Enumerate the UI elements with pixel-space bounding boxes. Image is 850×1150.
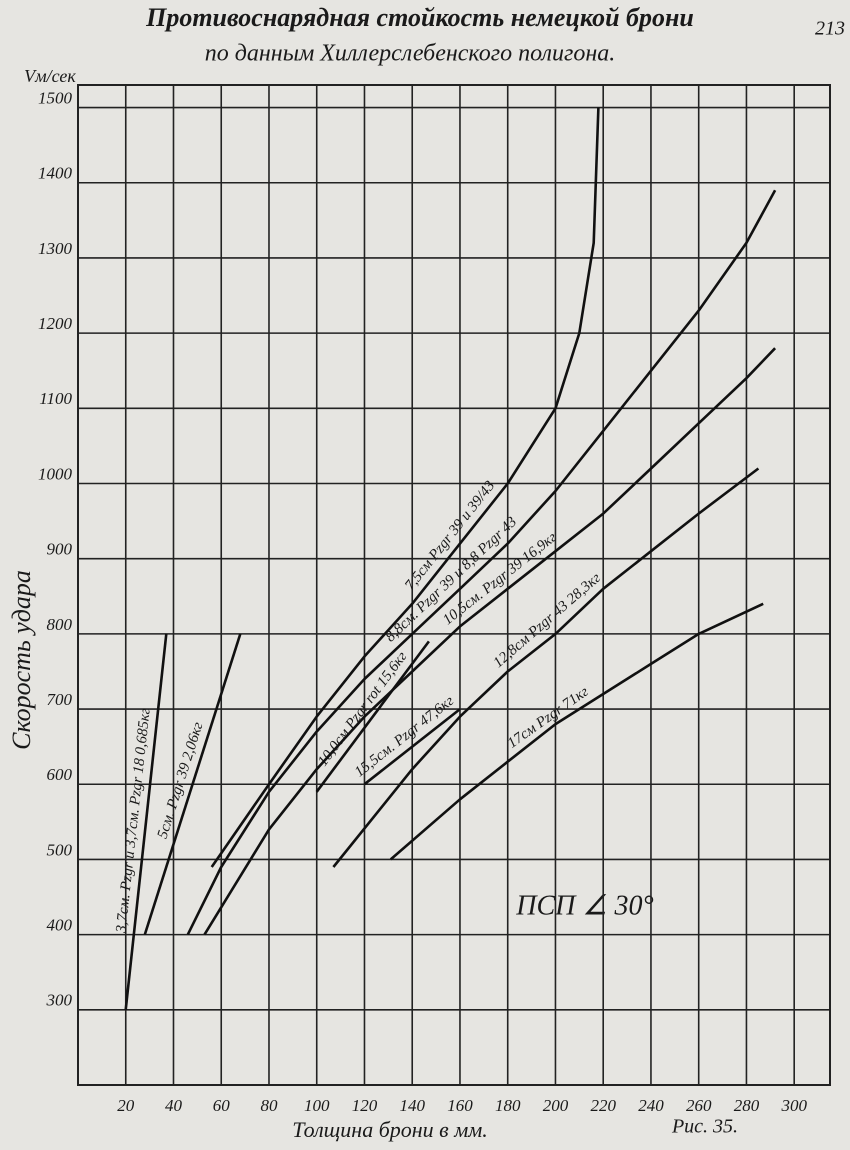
y-tick-label: 1400 (38, 164, 73, 183)
x-tick-label: 240 (638, 1096, 664, 1115)
x-tick-label: 100 (304, 1096, 330, 1115)
x-tick-label: 220 (590, 1096, 616, 1115)
y-tick-label: 800 (47, 615, 73, 634)
x-tick-label: 80 (260, 1096, 278, 1115)
series-line (315, 640, 430, 793)
page-number: 213 (815, 18, 845, 40)
figure-label: Рис. 35. (671, 1116, 738, 1138)
y-tick-label: 600 (47, 765, 73, 784)
series-label: 17см Pzgr 71кг (505, 684, 592, 752)
y-tick-label: 1000 (38, 464, 73, 483)
annotation: ПСП ∠ 30° (515, 890, 653, 921)
x-tick-label: 180 (495, 1096, 521, 1115)
series-line (210, 107, 600, 868)
x-tick-label: 200 (543, 1096, 569, 1115)
chart-title: Противоснарядная стойкость немецкой брон… (145, 3, 694, 32)
x-tick-label: 20 (117, 1096, 135, 1115)
y-tick-label: 700 (47, 690, 73, 709)
y-unit: Vм/сек (24, 66, 76, 86)
y-tick-label: 1100 (39, 389, 72, 408)
y-tick-label: 1300 (38, 239, 73, 258)
y-tick-label: 900 (47, 540, 73, 559)
x-tick-label: 40 (165, 1096, 183, 1115)
y-tick-label: 1500 (38, 88, 73, 107)
chart-subtitle: по данным Хиллерслебенского полигона. (205, 41, 616, 67)
y-tick-label: 300 (46, 991, 73, 1010)
x-tick-label: 160 (447, 1096, 473, 1115)
series-line (186, 189, 777, 936)
x-tick-label: 280 (734, 1096, 760, 1115)
series-line (143, 633, 242, 935)
x-tick-label: 260 (686, 1096, 712, 1115)
plot-frame (77, 84, 831, 1086)
y-tick-label: 400 (47, 916, 73, 935)
x-tick-label: 60 (213, 1096, 231, 1115)
series-line (124, 633, 168, 1010)
series-line (203, 347, 777, 936)
y-tick-label: 500 (47, 840, 73, 859)
y-tick-label: 1200 (38, 314, 73, 333)
series-line (389, 602, 764, 861)
x-tick-label: 120 (352, 1096, 378, 1115)
x-axis-label: Толщина брони в мм. (292, 1117, 488, 1142)
series-line (332, 467, 760, 868)
series-line (363, 708, 461, 786)
series-label: 3,7см. Pzgr и 3,7см. Pzgr 18 0,685кг (113, 707, 153, 934)
x-tick-label: 300 (780, 1096, 807, 1115)
y-axis-label: Скорость удара (7, 570, 36, 750)
x-tick-label: 140 (399, 1096, 425, 1115)
